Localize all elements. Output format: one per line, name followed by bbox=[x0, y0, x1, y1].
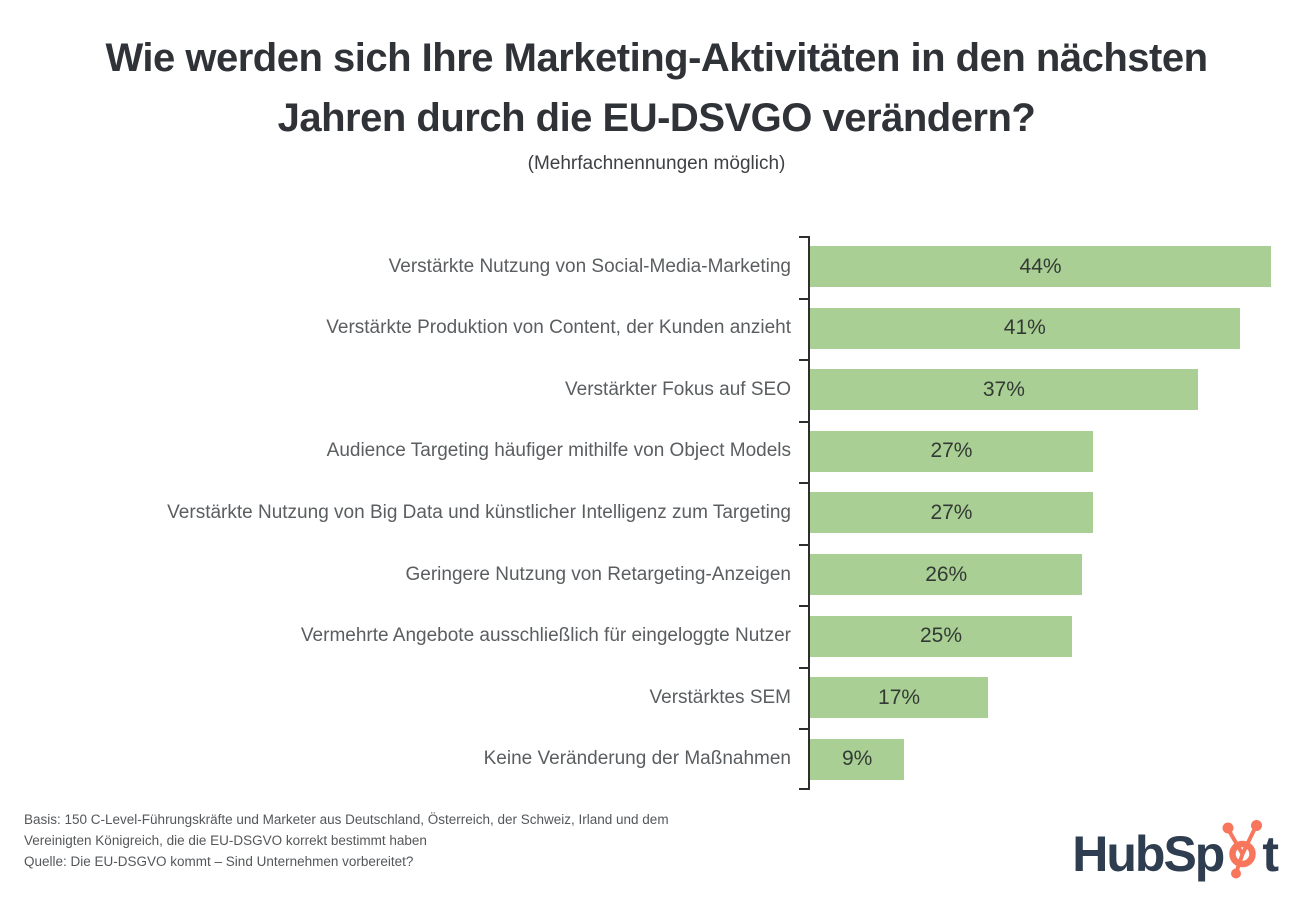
axis-tick bbox=[799, 359, 808, 362]
chart-row: Verstärkte Nutzung von Big Data und küns… bbox=[0, 482, 1313, 544]
bar: 27% bbox=[810, 430, 1093, 472]
value-label: 17% bbox=[878, 685, 921, 709]
bar-track: 41% bbox=[808, 297, 1313, 360]
bar-track: 9% bbox=[808, 728, 1313, 790]
bar: 26% bbox=[810, 554, 1083, 595]
hubspot-logo-text-pre: HubSp bbox=[1072, 826, 1225, 882]
category-label: Vermehrte Angebote ausschließlich für ei… bbox=[300, 625, 791, 647]
chart-row: Vermehrte Angebote ausschließlich für ei… bbox=[0, 605, 1313, 667]
chart-row: Geringere Nutzung von Retargeting-Anzeig… bbox=[0, 543, 1313, 606]
category-label: Verstärktes SEM bbox=[649, 686, 792, 708]
axis-tick bbox=[799, 297, 808, 300]
value-label: 41% bbox=[1003, 316, 1046, 340]
hubspot-logo: HubSp t bbox=[1072, 818, 1279, 882]
chart-row: Audience Targeting häufiger mithilfe von… bbox=[0, 420, 1313, 483]
bar: 9% bbox=[810, 738, 905, 780]
value-label: 9% bbox=[841, 747, 873, 771]
basis-line-1: Basis: 150 C-Level-Führungskräfte und Ma… bbox=[24, 812, 669, 827]
bar-track: 27% bbox=[808, 420, 1313, 483]
value-label: 44% bbox=[1019, 254, 1062, 278]
category-label: Verstärkter Fokus auf SEO bbox=[565, 378, 791, 400]
bar: 17% bbox=[810, 677, 989, 719]
axis-tick bbox=[799, 236, 808, 238]
hubspot-logo-text-post: t bbox=[1262, 826, 1279, 882]
chart-row: Verstärkte Produktion von Content, der K… bbox=[0, 297, 1313, 360]
bar-track: 25% bbox=[808, 605, 1313, 667]
hubspot-sprocket-icon bbox=[1222, 820, 1263, 879]
axis-tick bbox=[799, 666, 808, 669]
value-label: 26% bbox=[925, 562, 968, 586]
value-label: 37% bbox=[982, 377, 1025, 401]
chart-row: Verstärkte Nutzung von Social-Media-Mark… bbox=[0, 236, 1313, 298]
bar: 25% bbox=[810, 615, 1072, 657]
chart-title-line-1: Wie werden sich Ihre Marketing-Aktivität… bbox=[105, 36, 1209, 80]
value-label: 27% bbox=[930, 500, 973, 524]
axis-tick bbox=[799, 420, 808, 423]
bar-track: 44% bbox=[808, 236, 1313, 298]
chart-subtitle: (Mehrfachnennungen möglich) bbox=[527, 153, 786, 174]
bar: 37% bbox=[810, 369, 1198, 411]
bar-track: 37% bbox=[808, 359, 1313, 421]
axis-tick bbox=[799, 788, 808, 790]
chart-row: Keine Veränderung der Maßnahmen 9% bbox=[0, 728, 1313, 790]
category-label: Geringere Nutzung von Retargeting-Anzeig… bbox=[405, 563, 791, 585]
bar-track: 27% bbox=[808, 482, 1313, 544]
category-label: Verstärkte Produktion von Content, der K… bbox=[326, 317, 791, 339]
y-axis bbox=[799, 236, 808, 790]
bar: 44% bbox=[810, 246, 1272, 288]
category-label: Keine Veränderung der Maßnahmen bbox=[483, 748, 791, 770]
source-line: Quelle: Die EU-DSGVO kommt – Sind Untern… bbox=[24, 854, 414, 869]
category-label: Verstärkte Nutzung von Social-Media-Mark… bbox=[388, 255, 791, 277]
bar-track: 26% bbox=[808, 543, 1313, 606]
category-label: Audience Targeting häufiger mithilfe von… bbox=[326, 440, 791, 462]
bar-chart: Verstärkte Nutzung von Social-Media-Mark… bbox=[0, 236, 1313, 790]
bar: 41% bbox=[810, 307, 1240, 349]
category-label: Verstärkte Nutzung von Big Data und küns… bbox=[167, 501, 791, 523]
axis-tick bbox=[799, 482, 808, 485]
footer-note: Basis: 150 C-Level-Führungskräfte und Ma… bbox=[24, 809, 669, 872]
chart-rows: Verstärkte Nutzung von Social-Media-Mark… bbox=[0, 236, 1313, 790]
value-label: 27% bbox=[930, 439, 973, 463]
axis-tick bbox=[799, 605, 808, 608]
axis-tick bbox=[799, 543, 808, 546]
bar: 27% bbox=[810, 492, 1093, 534]
axis-tick bbox=[799, 728, 808, 731]
value-label: 25% bbox=[919, 624, 962, 648]
bar-track: 17% bbox=[808, 666, 1313, 729]
chart-title: Wie werden sich Ihre Marketing-Aktivität… bbox=[0, 28, 1313, 148]
chart-row: Verstärkter Fokus auf SEO 37% bbox=[0, 359, 1313, 421]
basis-line-2: Vereinigten Königreich, die die EU-DSGVO… bbox=[24, 833, 427, 848]
chart-title-line-2: Jahren durch die EU-DSVGO verändern? bbox=[277, 96, 1036, 140]
chart-row: Verstärktes SEM 17% bbox=[0, 666, 1313, 729]
